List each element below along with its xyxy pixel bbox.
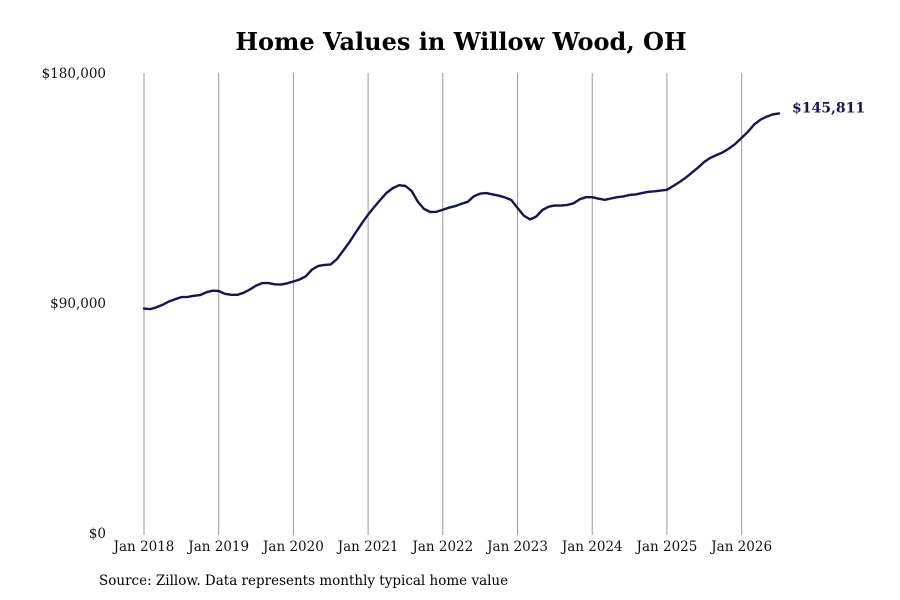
y-tick-label: $90,000	[50, 296, 106, 312]
chart-title: Home Values in Willow Wood, OH	[235, 27, 687, 56]
y-axis-ticks: $0 $90,000 $180,000	[42, 66, 106, 542]
grid-lines	[143, 73, 743, 535]
end-value-label: $145,811	[792, 100, 865, 116]
x-tick-label: Jan 2019	[186, 539, 249, 555]
x-tick-label: Jan 2021	[336, 539, 399, 555]
x-tick-label: Jan 2018	[112, 539, 175, 555]
x-tick-label: Jan 2024	[560, 539, 623, 555]
x-tick-label: Jan 2023	[485, 539, 548, 555]
x-tick-label: Jan 2022	[410, 539, 473, 555]
x-tick-label: Jan 2025	[635, 539, 698, 555]
y-tick-label: $0	[89, 526, 106, 542]
x-axis-ticks: Jan 2018 Jan 2019 Jan 2020 Jan 2021 Jan 2022…	[112, 539, 772, 555]
home-value-line	[142, 112, 781, 311]
y-tick-label: $180,000	[42, 66, 106, 82]
x-tick-label: Jan 2020	[261, 539, 324, 555]
x-tick-label: Jan 2026	[709, 539, 772, 555]
source-note: Source: Zillow. Data represents monthly …	[99, 573, 509, 589]
